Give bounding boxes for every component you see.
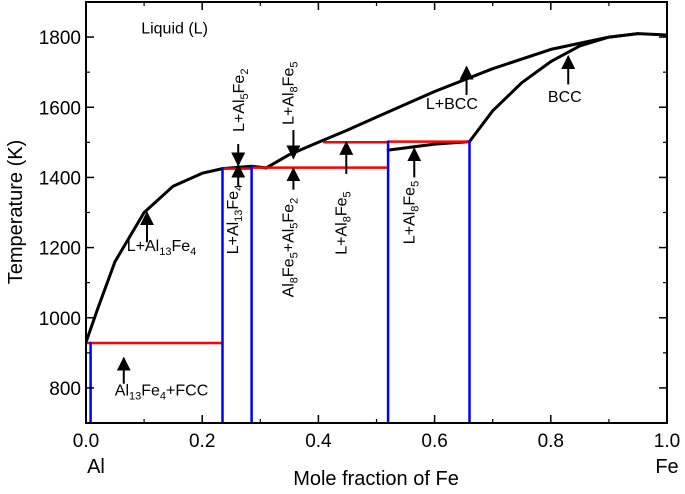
x-end-label-al: Al xyxy=(87,456,105,478)
region-label-l-al8fe5-right: L+Al8Fe5 xyxy=(401,181,421,244)
region-label-al8fe5-al5fe2: Al8Fe5+Al5Fe2 xyxy=(280,198,300,298)
x-tick-label: 1.0 xyxy=(654,431,680,452)
y-tick-label: 1600 xyxy=(39,98,81,119)
boundary-line-3 xyxy=(386,140,471,152)
x-tick-label: 0.0 xyxy=(73,431,99,452)
region-label-l-al13fe4: L+Al13Fe4 xyxy=(127,238,197,258)
x-end-label-fe: Fe xyxy=(655,456,678,478)
x-tick-label: 0.4 xyxy=(305,431,332,452)
y-tick-label: 1400 xyxy=(39,168,81,189)
boundary-line-0 xyxy=(86,167,224,344)
region-label-l-al8fe5-mid: L+Al8Fe5 xyxy=(333,191,353,254)
y-tick-label: 1000 xyxy=(39,309,81,330)
x-tick-label: 0.2 xyxy=(189,431,215,452)
region-label-liquid: Liquid (L) xyxy=(141,21,208,38)
region-label-al13fe4-fcc: Al13Fe4+FCC xyxy=(115,383,209,403)
region-label-l-al8fe5-top: L+Al8Fe5 xyxy=(280,62,300,125)
region-label-bcc: BCC xyxy=(548,89,582,106)
y-tick-label: 1200 xyxy=(39,239,81,260)
region-label-l-al13fe4-v: L+Al13Fe4 xyxy=(225,185,245,255)
y-tick-label: 1800 xyxy=(39,28,81,49)
plot-frame xyxy=(85,1,668,424)
y-axis-title: Temperature (K) xyxy=(5,140,27,285)
x-tick-label: 0.8 xyxy=(538,431,564,452)
y-tick-label: 800 xyxy=(49,379,81,400)
x-axis-title: Mole fraction of Fe xyxy=(293,468,459,490)
region-label-l-bcc: L+BCC xyxy=(426,96,478,113)
x-tick-label: 0.6 xyxy=(421,431,447,452)
region-label-l-al5fe2: L+Al5Fe2 xyxy=(231,69,251,132)
boundary-line-4 xyxy=(468,32,640,144)
